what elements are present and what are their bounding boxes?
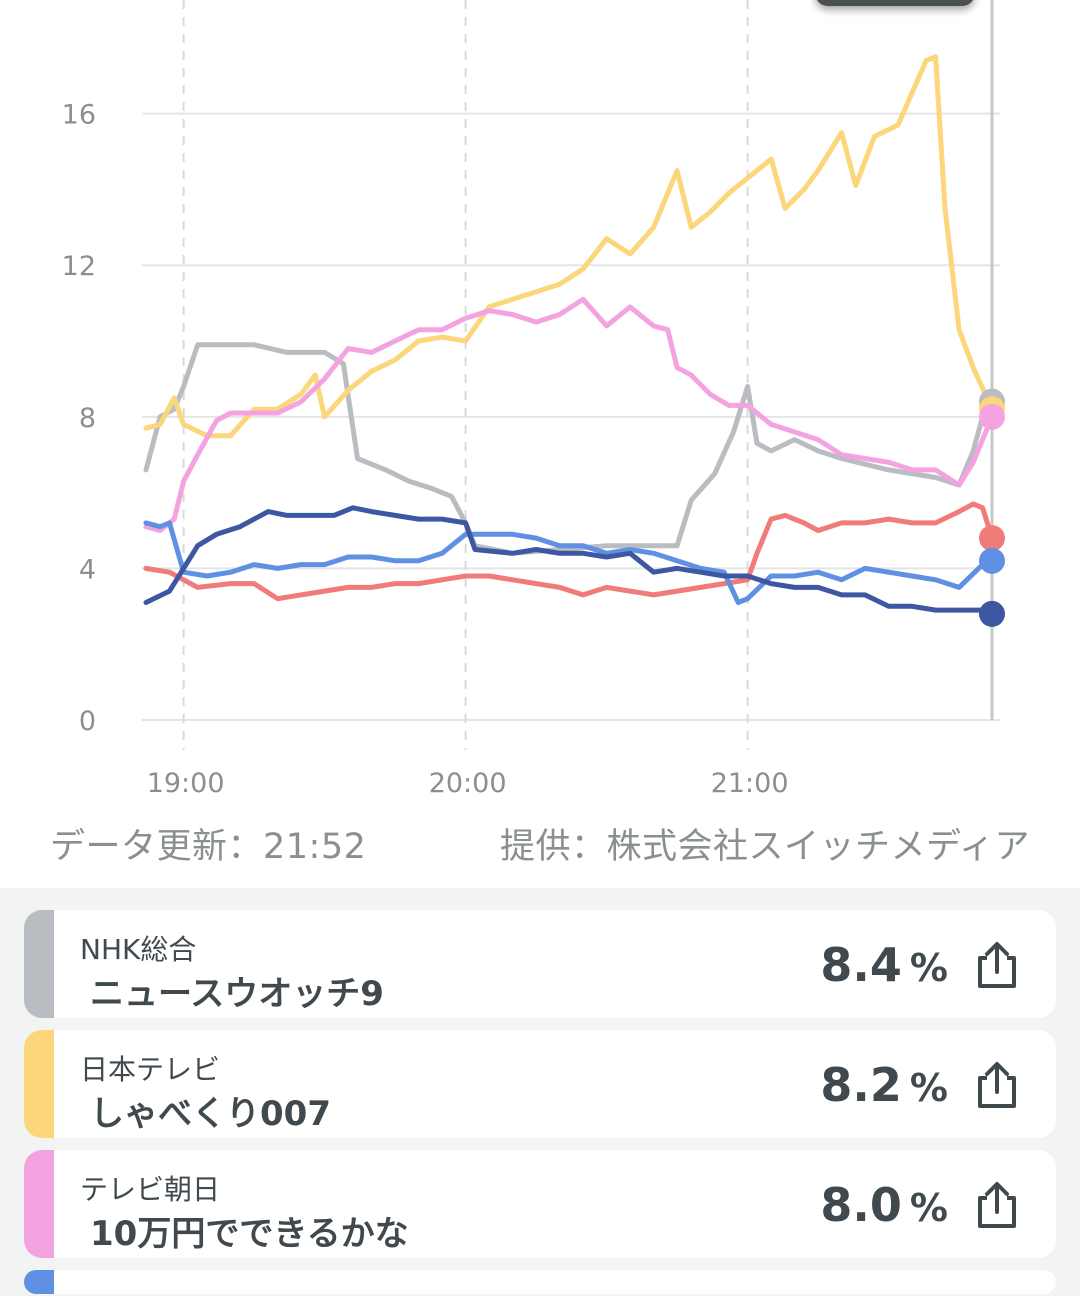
share-icon[interactable]: [972, 1180, 1022, 1230]
channel-color-strip: [24, 1150, 54, 1258]
channel-name: NHK総合: [80, 933, 197, 966]
rating-value: 8.0%: [820, 1178, 948, 1232]
series-endpoint-marker: [979, 403, 1005, 430]
y-tick-label: 0: [79, 706, 96, 737]
series-line: [143, 296, 995, 533]
channel-color-strip: [24, 1270, 54, 1294]
channel-list: NHK総合 ニュースウオッチ9 8.4% 日本テレビ しゃべくり007 8.2%…: [24, 910, 1056, 1296]
channel-card[interactable]: NHK総合 ニュースウオッチ9 8.4%: [24, 910, 1056, 1018]
x-tick-label: 21:00: [711, 768, 789, 799]
share-icon[interactable]: [972, 1060, 1022, 1110]
x-tick-label: 20:00: [429, 768, 507, 799]
channel-color-strip: [24, 910, 54, 1018]
program-title: 10万円でできるかな: [90, 1214, 409, 1254]
series-line: [143, 520, 995, 605]
series-line: [143, 505, 995, 617]
x-axis-ticks: 19:00 20:00 21:00: [147, 768, 789, 799]
y-axis-ticks: 0 4 8 12 16: [62, 100, 96, 737]
share-icon[interactable]: [972, 940, 1022, 990]
channel-color-strip: [24, 1030, 54, 1138]
chart-tooltip: [815, 0, 975, 6]
series-line: [143, 501, 995, 602]
rating-value: 8.4%: [820, 938, 948, 992]
program-title: しゃべくり007: [90, 1094, 331, 1134]
rating-unit: %: [909, 1066, 948, 1110]
y-tick-label: 4: [79, 554, 96, 585]
rating-value: 8.2%: [820, 1058, 948, 1112]
rating-number: 8.0: [820, 1178, 902, 1232]
ratings-line-chart[interactable]: 0 4 8 12 16 19:00 20:00 21:00: [0, 0, 1080, 800]
program-title: ニュースウオッチ9: [90, 974, 384, 1014]
y-tick-label: 8: [79, 403, 96, 434]
rating-number: 8.2: [820, 1058, 902, 1112]
y-tick-label: 16: [62, 100, 96, 131]
y-tick-label: 12: [62, 251, 96, 282]
x-tick-label: 19:00: [147, 768, 225, 799]
data-updated-label: データ更新：21:52: [50, 827, 367, 867]
chart-panel: 0 4 8 12 16 19:00 20:00 21:00 データ更新：21:52 提供：株…: [0, 0, 1080, 888]
series-endpoint-marker: [979, 600, 1005, 627]
rating-unit: %: [909, 1186, 948, 1230]
chart-grid: [142, 0, 1000, 750]
rating-unit: %: [909, 946, 948, 990]
channel-name: テレビ朝日: [80, 1173, 221, 1206]
series-endpoint-marker: [979, 525, 1005, 552]
channel-card[interactable]: テレビ朝日 10万円でできるかな 8.0%: [24, 1150, 1056, 1258]
channel-name: 日本テレビ: [80, 1053, 221, 1086]
data-credit-label: 提供：株式会社スイッチメディア: [499, 827, 1030, 867]
series-endpoint-marker: [979, 547, 1005, 574]
channel-card[interactable]: [24, 1270, 1056, 1294]
series-line: [143, 54, 995, 439]
series-endpoints: [979, 388, 1005, 627]
rating-number: 8.4: [820, 938, 902, 992]
chart-series: [143, 54, 995, 617]
channel-card[interactable]: 日本テレビ しゃべくり007 8.2%: [24, 1030, 1056, 1138]
series-line: [143, 342, 995, 556]
